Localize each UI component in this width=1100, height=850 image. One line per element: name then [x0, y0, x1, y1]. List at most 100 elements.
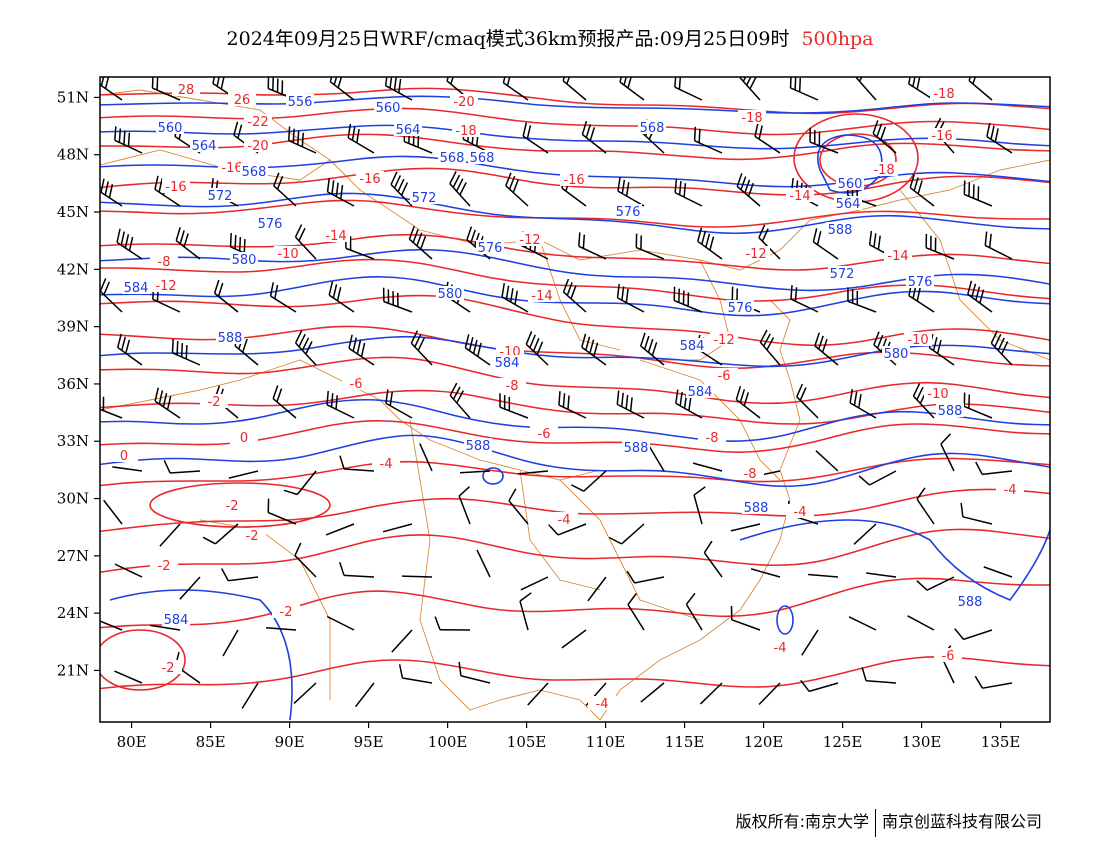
- wind-barb: [562, 278, 587, 313]
- contour-label: -14: [789, 189, 810, 204]
- wind-barb: [348, 334, 375, 366]
- temperature-isotherm: [100, 199, 1050, 228]
- contour-label-bg: [244, 114, 272, 128]
- contour-label-bg: [924, 386, 952, 400]
- wind-barb: [960, 502, 993, 525]
- wind-barb: [449, 171, 471, 207]
- contour-label: 576: [258, 217, 283, 232]
- contour-label-bg: [228, 92, 256, 106]
- contour-label-bg: [476, 240, 504, 254]
- wind-barb: [858, 470, 897, 486]
- contour-label: 26: [234, 93, 251, 108]
- wind-barb: [202, 523, 239, 545]
- title-text: 2024年09月25日WRF/cmaq模式36km预报产品:09月25日09时: [226, 28, 790, 50]
- lon-tick-label: 110E: [586, 733, 626, 751]
- wind-barb: [730, 605, 761, 631]
- contour-label-bg: [678, 338, 706, 352]
- contour-label: 564: [192, 139, 217, 154]
- wind-barb: [855, 77, 877, 101]
- wind-barb: [983, 566, 1013, 578]
- wind-barb: [527, 682, 549, 706]
- contour-label-bg: [996, 482, 1024, 496]
- wind-barb: [501, 283, 529, 313]
- map-title: 2024年09月25日WRF/cmaq模式36km预报产品:09月25日09时 5…: [0, 24, 1100, 51]
- wind-barb: [730, 523, 761, 532]
- contour-label: -14: [531, 289, 552, 304]
- wind-barb: [213, 279, 239, 313]
- wind-barb: [385, 389, 413, 419]
- temperature-isotherm: [100, 457, 1050, 487]
- wind-barb: [458, 661, 491, 684]
- temperature-isotherm: [100, 107, 1050, 136]
- contour-label-bg: [272, 604, 300, 618]
- contour-label: 568: [440, 151, 465, 166]
- boundary-line: [559, 479, 701, 621]
- lat-tick-label: 36N: [57, 375, 89, 393]
- wind-barb: [339, 455, 375, 472]
- contour-label-bg: [238, 528, 266, 542]
- wind-barb: [627, 593, 645, 631]
- contour-label-bg: [710, 368, 738, 382]
- lon-tick-label: 130E: [902, 733, 942, 751]
- contour-label: 568: [242, 165, 267, 180]
- contour-label-bg: [614, 204, 642, 218]
- wind-barb: [408, 225, 433, 260]
- wind-barb: [159, 523, 181, 547]
- footer: 版权所有:南京大学 南京创蓝科技有限公司: [736, 808, 1042, 837]
- contour-label-bg: [936, 403, 964, 417]
- copyright-text: 版权所有:南京大学: [735, 812, 869, 831]
- wind-barb: [100, 278, 123, 313]
- contour-label-bg: [156, 120, 184, 134]
- contour-label-bg: [836, 176, 864, 190]
- wind-barb: [266, 627, 297, 631]
- contour-label: -2: [158, 559, 171, 574]
- company-text: 南京创蓝科技有限公司: [881, 812, 1042, 831]
- wind-barb: [116, 228, 143, 260]
- wind-barb: [967, 280, 993, 313]
- geopotential-isohypse: [100, 398, 1050, 442]
- contour-label: -2: [208, 395, 221, 410]
- wind-barb: [617, 177, 645, 207]
- wind-barb: [861, 667, 897, 684]
- contour-label: -8: [506, 379, 519, 394]
- lat-tick-label: 45N: [57, 203, 89, 221]
- contour-label-bg: [150, 254, 178, 268]
- contour-label: -12: [745, 247, 766, 262]
- wind-barb: [616, 390, 645, 419]
- wind-barb: [912, 383, 935, 419]
- lon-tick-label: 80E: [117, 733, 147, 751]
- contour-label: 560: [376, 101, 401, 116]
- wind-barb: [815, 450, 839, 472]
- wind-barb: [814, 332, 839, 366]
- lon-tick-label: 95E: [354, 733, 384, 751]
- contour-label-bg: [686, 384, 714, 398]
- lon-tick-label: 125E: [823, 733, 863, 751]
- contour-label-bg: [452, 123, 480, 137]
- contour-label: 568: [470, 151, 495, 166]
- contour-label: -4: [596, 697, 609, 712]
- contour-label: -8: [744, 467, 757, 482]
- contour-label: -4: [1004, 483, 1017, 498]
- wind-barb: [222, 629, 239, 657]
- wind-barb: [339, 561, 375, 578]
- temperature-isotherm: [100, 656, 1050, 690]
- wind-barb: [328, 281, 355, 313]
- contour-label: -18: [455, 124, 476, 139]
- wind-barb: [736, 173, 761, 207]
- wind-barb: [382, 523, 413, 533]
- wind-barb: [907, 615, 935, 631]
- wind-barb: [963, 180, 993, 207]
- contour-label-bg: [256, 216, 284, 230]
- contour-label: -8: [158, 255, 171, 270]
- contour-label-bg: [786, 188, 814, 202]
- contour-label: -16: [165, 180, 186, 195]
- wind-barb: [562, 77, 587, 101]
- wind-barb: [293, 682, 317, 704]
- wind-barb: [103, 499, 123, 525]
- contour-label-bg: [736, 466, 764, 480]
- wind-barb: [114, 126, 143, 154]
- wind-barb: [693, 486, 706, 525]
- contour-label: 584: [495, 356, 520, 371]
- lon-tick-label: 120E: [744, 733, 784, 751]
